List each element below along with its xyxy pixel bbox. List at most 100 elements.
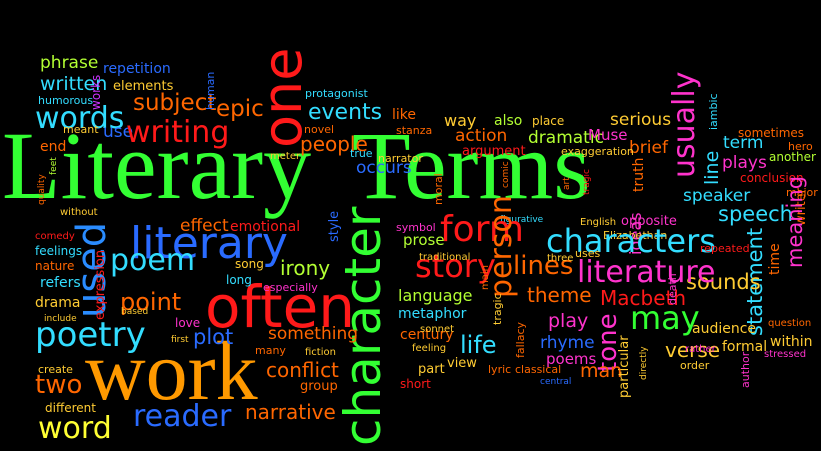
word: way <box>444 111 477 130</box>
word: written <box>40 73 108 95</box>
word: prose <box>403 231 445 249</box>
word: meter <box>270 151 301 162</box>
word: symbol <box>396 221 436 234</box>
word: group <box>300 379 338 394</box>
word: conclusion <box>740 171 804 185</box>
word: conflict <box>266 358 339 382</box>
word: traditional <box>419 252 471 263</box>
word: century <box>400 327 454 343</box>
word: argument <box>462 144 526 159</box>
word: Macbeth <box>600 286 687 310</box>
word: something <box>268 324 359 344</box>
word: events <box>308 100 383 125</box>
word: occurs <box>356 158 412 178</box>
word: time <box>767 243 783 275</box>
word: form <box>440 209 524 250</box>
word: reader <box>133 399 232 434</box>
word: order <box>680 359 710 372</box>
word: meant <box>63 123 99 136</box>
word: different <box>45 401 96 415</box>
word: three <box>547 253 574 264</box>
word: metaphor <box>398 306 467 322</box>
word: hero <box>788 140 813 153</box>
word: effect <box>180 216 229 236</box>
word: poetry <box>35 315 146 355</box>
word: short <box>400 377 431 391</box>
word: create <box>38 363 73 376</box>
word: art <box>562 177 572 190</box>
word: particular <box>617 335 632 398</box>
word: stressed <box>764 349 807 360</box>
word: moral <box>432 173 445 205</box>
word: novel <box>304 123 335 136</box>
word: repeated <box>700 242 750 255</box>
word: refers <box>40 275 81 291</box>
word: repetition <box>103 61 171 77</box>
word: central <box>540 377 572 387</box>
word: use <box>103 122 134 142</box>
word: death <box>666 273 679 305</box>
word: plays <box>722 153 767 173</box>
word: phrase <box>40 53 99 73</box>
word: elements <box>113 79 174 94</box>
word: term <box>723 133 764 153</box>
word: quality <box>37 174 47 205</box>
word: two <box>35 370 83 400</box>
word: literature <box>577 255 716 290</box>
word: poem <box>110 243 196 278</box>
word: author <box>739 351 752 388</box>
word: literary <box>130 218 288 269</box>
word: characters <box>546 222 716 260</box>
word: speaker <box>683 186 751 206</box>
word: Elizabethan <box>603 229 668 242</box>
word: line <box>701 150 723 185</box>
word: play <box>548 310 589 332</box>
word: often <box>205 273 356 341</box>
word: lines <box>513 251 574 281</box>
word: words <box>35 101 125 136</box>
word: works <box>89 74 103 110</box>
word: style <box>327 210 342 242</box>
word: formal <box>722 339 768 355</box>
word: opposite <box>621 214 677 229</box>
word: narrator <box>378 152 423 165</box>
word: major <box>786 186 818 199</box>
word: verse <box>665 338 721 362</box>
word: story <box>415 247 496 285</box>
word: directly <box>639 346 649 380</box>
word: theme <box>527 283 592 307</box>
word: Terms <box>352 112 591 219</box>
word: writing <box>126 115 230 150</box>
word: brief <box>629 138 668 158</box>
word: sonnet <box>420 324 455 335</box>
word: question <box>768 318 812 329</box>
word: drama <box>35 295 81 311</box>
word: nature <box>35 259 75 273</box>
word: usually <box>667 71 702 178</box>
word: feelings <box>35 244 83 258</box>
word: end <box>40 139 67 155</box>
word: audience <box>692 321 757 337</box>
word: many <box>255 344 286 357</box>
word: first <box>171 335 189 345</box>
word: uses <box>575 247 601 260</box>
word: main <box>480 265 491 290</box>
word: include <box>44 314 77 324</box>
word: humorous <box>38 94 94 107</box>
word: narrative <box>245 400 336 424</box>
word: protagonist <box>305 87 368 100</box>
word: rhyme <box>540 333 595 353</box>
word: song <box>235 257 264 271</box>
word: irony <box>280 256 331 280</box>
word: word <box>38 411 112 446</box>
word: love <box>175 316 201 330</box>
word: Literary <box>2 112 312 219</box>
word: iambic <box>707 93 720 130</box>
word: may <box>630 299 700 337</box>
word: fallacy <box>514 321 527 358</box>
word: expression <box>93 249 108 320</box>
word: feeling <box>412 343 447 354</box>
word: true <box>350 147 373 160</box>
word: truth <box>631 157 647 192</box>
